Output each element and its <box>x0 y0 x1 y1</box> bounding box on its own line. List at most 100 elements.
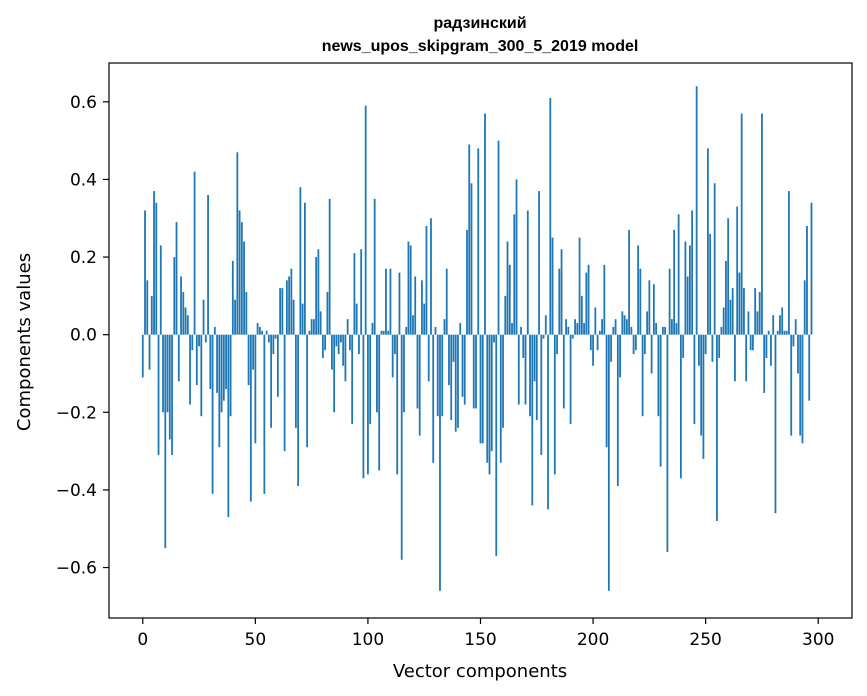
bar <box>515 179 518 335</box>
bar <box>461 334 464 397</box>
bar <box>576 323 579 335</box>
bar <box>409 245 412 335</box>
x-axis-label: Vector components <box>393 661 567 682</box>
bar <box>445 268 448 335</box>
bar <box>713 183 716 335</box>
bar <box>213 326 216 335</box>
bar <box>335 334 338 347</box>
bar <box>761 113 763 335</box>
bar <box>612 326 615 335</box>
bar <box>430 218 432 335</box>
bar <box>693 334 696 424</box>
bar <box>632 334 635 355</box>
bar <box>463 334 466 405</box>
bar <box>360 249 363 335</box>
bar <box>734 334 736 382</box>
bar <box>452 334 455 362</box>
bar <box>470 183 473 335</box>
bar <box>607 334 610 591</box>
bar <box>502 334 504 428</box>
bar <box>276 334 279 397</box>
bar <box>321 334 324 358</box>
bar <box>180 276 182 335</box>
bar <box>594 307 597 335</box>
bar <box>198 334 200 347</box>
bar <box>628 229 630 335</box>
bar <box>560 249 563 335</box>
bar <box>592 334 594 366</box>
bar <box>254 334 257 444</box>
x-tick-label: 250 <box>689 630 721 650</box>
bar <box>423 303 426 335</box>
bar <box>256 323 259 335</box>
bar <box>468 144 471 335</box>
bar <box>630 326 633 335</box>
bar <box>288 276 291 335</box>
bar <box>691 210 694 335</box>
bar <box>405 326 408 335</box>
bar <box>661 326 664 335</box>
bar <box>173 257 176 335</box>
bar <box>603 264 606 335</box>
bar <box>655 323 658 335</box>
bar <box>486 334 489 463</box>
bar <box>673 229 676 335</box>
bar <box>477 148 480 335</box>
bar <box>412 315 414 335</box>
bar <box>504 295 507 335</box>
bar <box>459 323 462 335</box>
bar <box>596 334 599 351</box>
x-tick-label: 100 <box>352 630 384 650</box>
bar <box>382 330 385 335</box>
y-tick-label: 0.4 <box>70 170 97 190</box>
bar <box>400 334 403 560</box>
bar <box>439 334 441 591</box>
bar <box>677 214 680 335</box>
bar <box>270 334 273 428</box>
bar <box>175 222 178 335</box>
bar <box>261 330 263 335</box>
bar <box>150 295 153 335</box>
bar <box>520 326 522 335</box>
bar <box>770 334 772 366</box>
bar <box>265 330 268 335</box>
bar <box>650 334 653 374</box>
bar <box>443 319 446 335</box>
bar <box>684 241 687 335</box>
bar <box>792 334 795 347</box>
bar <box>378 334 381 471</box>
bar <box>652 284 655 335</box>
bar <box>301 303 304 335</box>
bar <box>526 210 529 335</box>
bar <box>616 334 619 487</box>
bar <box>184 307 187 335</box>
bar <box>454 334 457 432</box>
bar <box>517 334 520 405</box>
bar <box>659 334 662 467</box>
bar <box>508 264 511 335</box>
bar <box>765 334 768 358</box>
bar <box>567 326 570 335</box>
bar <box>758 291 761 335</box>
bar <box>619 334 621 378</box>
bar <box>186 315 189 335</box>
bar <box>376 334 378 413</box>
y-tick-label: −0.2 <box>56 403 97 423</box>
bar <box>418 334 421 436</box>
bar <box>308 330 311 335</box>
bar <box>774 334 777 514</box>
bar <box>475 334 477 409</box>
x-tick-label: 150 <box>464 630 496 650</box>
bar <box>342 334 345 366</box>
bar <box>648 280 651 335</box>
bar <box>562 334 565 409</box>
bar <box>164 334 167 549</box>
bar <box>328 198 331 335</box>
bar <box>740 113 743 335</box>
x-axis-ticks: 0 50 100 150 200 250 300 <box>137 618 834 650</box>
bar <box>193 171 196 335</box>
bar <box>700 334 703 436</box>
bar <box>580 295 583 335</box>
bar <box>718 334 721 358</box>
bar <box>790 334 793 436</box>
